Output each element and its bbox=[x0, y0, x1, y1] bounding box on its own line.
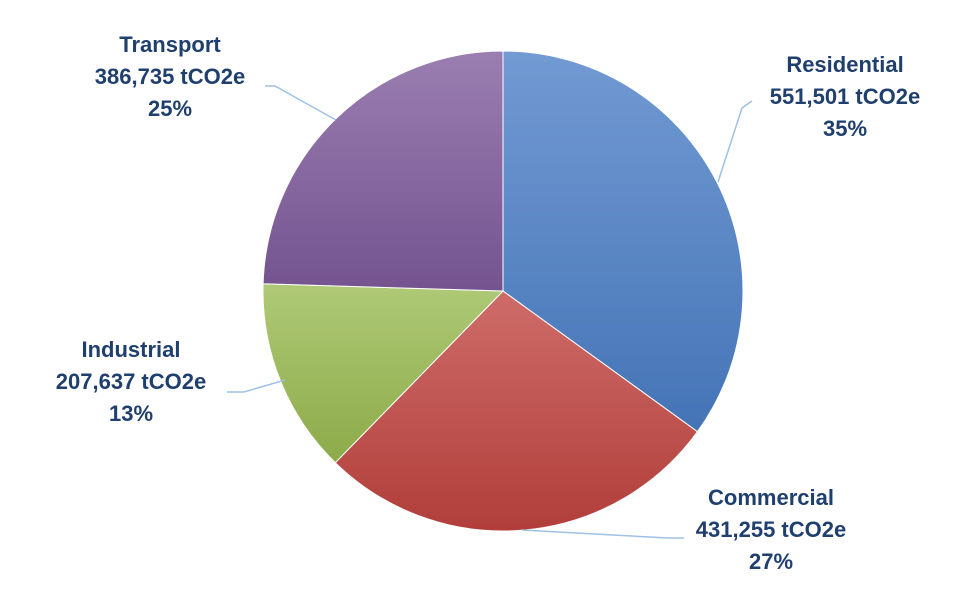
data-label-transport-category: Transport bbox=[119, 32, 221, 57]
data-label-residential-value: 551,501 tCO2e bbox=[770, 84, 920, 109]
data-label-industrial: Industrial 207,637 tCO2e 13% bbox=[56, 337, 206, 426]
data-label-residential-percent: 35% bbox=[823, 116, 867, 141]
leader-line-transport bbox=[265, 85, 337, 121]
data-label-commercial-value: 431,255 tCO2e bbox=[696, 517, 846, 542]
data-label-industrial-category: Industrial bbox=[81, 337, 180, 362]
data-label-transport: Transport 386,735 tCO2e 25% bbox=[95, 32, 245, 121]
data-label-industrial-percent: 13% bbox=[109, 401, 153, 426]
data-label-commercial-category: Commercial bbox=[708, 485, 834, 510]
data-labels: Residential 551,501 tCO2e 35% Commercial 431… bbox=[56, 32, 920, 574]
data-label-residential-category: Residential bbox=[786, 52, 903, 77]
pie-slice-residential bbox=[502, 50, 744, 433]
data-label-transport-percent: 25% bbox=[148, 96, 192, 121]
data-label-commercial-percent: 27% bbox=[749, 549, 793, 574]
pie-slices bbox=[262, 50, 744, 532]
leader-lines bbox=[227, 85, 753, 539]
data-label-commercial: Commercial 431,255 tCO2e 27% bbox=[696, 485, 846, 574]
data-label-transport-value: 386,735 tCO2e bbox=[95, 64, 245, 89]
leader-line-residential bbox=[717, 100, 753, 183]
leader-line-industrial bbox=[227, 379, 286, 393]
pie-slice-transport bbox=[262, 50, 504, 292]
leader-line-commercial bbox=[521, 529, 684, 539]
data-label-residential: Residential 551,501 tCO2e 35% bbox=[770, 52, 920, 141]
data-label-industrial-value: 207,637 tCO2e bbox=[56, 369, 206, 394]
